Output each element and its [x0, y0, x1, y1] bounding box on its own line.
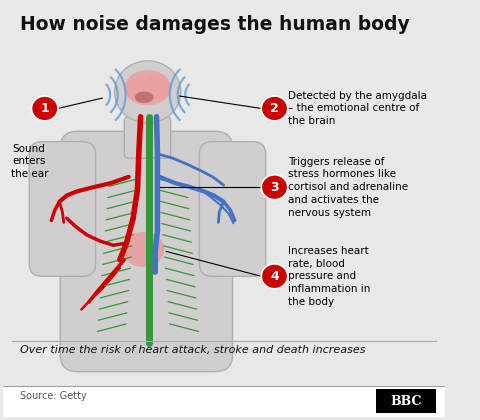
Circle shape: [261, 175, 288, 200]
Text: 2: 2: [270, 102, 279, 115]
Text: Detected by the amygdala
– the emotional centre of
the brain: Detected by the amygdala – the emotional…: [288, 91, 427, 126]
Text: How noise damages the human body: How noise damages the human body: [21, 15, 410, 34]
Text: Over time the risk of heart attack, stroke and death increases: Over time the risk of heart attack, stro…: [21, 345, 366, 355]
Text: Sound
enters
the ear: Sound enters the ear: [11, 144, 48, 179]
Text: Source: Getty: Source: Getty: [21, 391, 87, 401]
Circle shape: [32, 96, 58, 121]
Text: 1: 1: [40, 102, 49, 115]
FancyBboxPatch shape: [3, 386, 444, 417]
Text: 3: 3: [270, 181, 279, 194]
Ellipse shape: [122, 232, 164, 267]
FancyBboxPatch shape: [376, 389, 436, 413]
Text: Increases heart
rate, blood
pressure and
inflammation in
the body: Increases heart rate, blood pressure and…: [288, 246, 370, 307]
Text: 4: 4: [270, 270, 279, 283]
Circle shape: [115, 61, 181, 123]
FancyBboxPatch shape: [29, 142, 96, 276]
FancyBboxPatch shape: [60, 131, 232, 372]
Circle shape: [144, 76, 169, 100]
Ellipse shape: [124, 70, 171, 105]
Circle shape: [126, 79, 149, 100]
Circle shape: [261, 96, 288, 121]
Ellipse shape: [135, 92, 154, 103]
Circle shape: [261, 264, 288, 289]
FancyBboxPatch shape: [199, 142, 265, 276]
Text: BBC: BBC: [390, 394, 421, 407]
FancyBboxPatch shape: [124, 117, 171, 158]
Text: Triggers release of
stress hormones like
cortisol and adrenaline
and activates t: Triggers release of stress hormones like…: [288, 157, 408, 218]
